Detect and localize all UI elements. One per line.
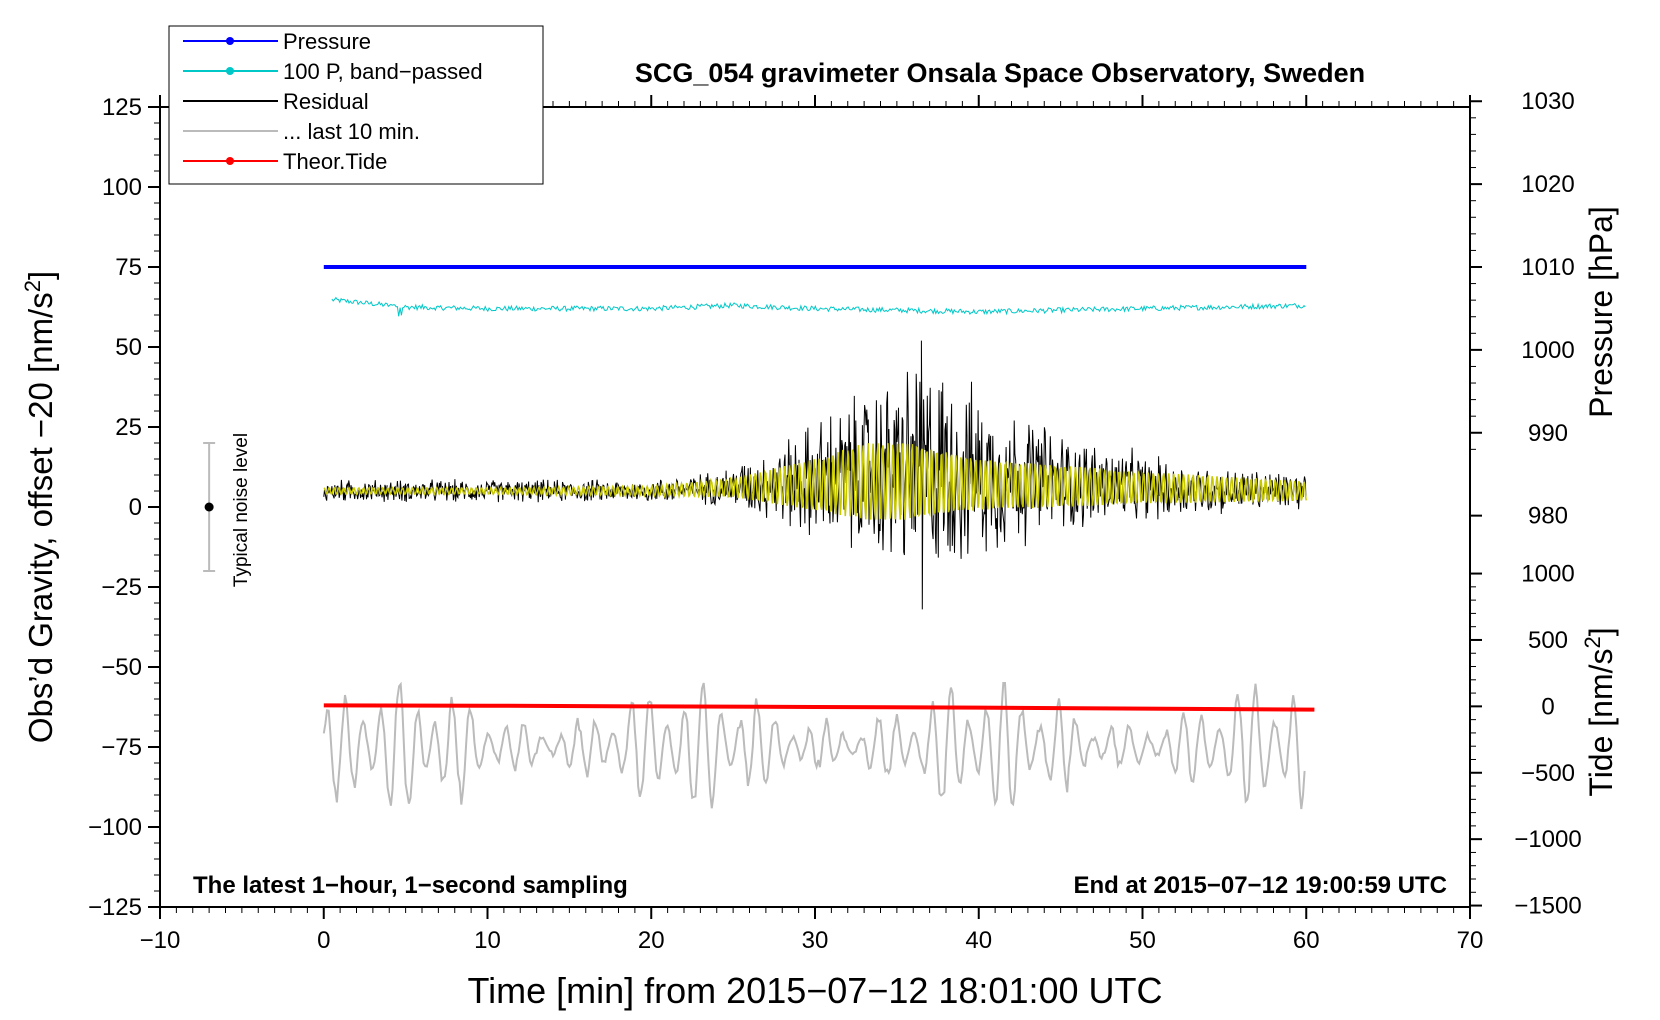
tide-tick-label: 1000	[1521, 561, 1574, 588]
tide-tick-label: −1500	[1514, 893, 1581, 920]
pressure-axis-label: Pressure [hPa]	[1583, 206, 1619, 418]
x-axis-label: Time [min] from 2015−07−12 18:01:00 UTC	[467, 970, 1162, 1011]
pressure-tick-label: 1000	[1521, 337, 1574, 364]
series-residual-smoothed	[323, 443, 1307, 520]
legend-label: ... last 10 min.	[283, 119, 420, 144]
noise-level-bar	[203, 442, 216, 572]
tide-axis-label-main: Tide [nm/s	[1583, 648, 1619, 796]
legend-label: Theor.Tide	[283, 149, 387, 174]
y-tick-label: 100	[102, 174, 142, 201]
y-tick-label: −25	[101, 574, 142, 601]
series-last-10-min	[322, 681, 1306, 810]
x-axis: −10 0 10 20 30 40 50 60 70	[140, 95, 1484, 954]
y-tick-label: −75	[101, 734, 142, 761]
tide-tick-label: −500	[1521, 760, 1575, 787]
tide-axis-label-close: ]	[1583, 627, 1619, 636]
y-axis-pressure: 1030 1020 1010 1000 990 980	[1470, 88, 1575, 530]
x-tick-label: 60	[1293, 927, 1320, 954]
x-tick-label: 40	[965, 927, 992, 954]
y-tick-label: −125	[88, 894, 142, 921]
y-axis-label-close: ]	[22, 271, 59, 280]
x-tick-label: 50	[1129, 927, 1156, 954]
legend-marker	[226, 37, 234, 45]
legend-marker	[226, 157, 234, 165]
x-tick-label: 10	[474, 927, 501, 954]
pressure-tick-label: 1010	[1521, 254, 1574, 281]
x-tick-label: 30	[802, 927, 829, 954]
noise-bar-center-dot	[204, 502, 214, 512]
y-tick-label: 125	[102, 94, 142, 121]
x-tick-label: 70	[1457, 927, 1484, 954]
x-tick-label: −10	[140, 927, 181, 954]
y-axis-left: 125 100 75 50 25 0 −25 −50 −75 −100 −125	[88, 94, 160, 921]
series-layer	[322, 265, 1315, 810]
series-band-passed-pressure	[331, 296, 1306, 317]
x-tick-label: 20	[638, 927, 665, 954]
pressure-tick-label: 1020	[1521, 171, 1574, 198]
y-tick-label: −100	[88, 814, 142, 841]
y-tick-label: −50	[101, 654, 142, 681]
tide-axis-label-sup: 2	[1580, 636, 1605, 648]
y-tick-label: 0	[129, 494, 142, 521]
y-tick-label: 25	[115, 414, 142, 441]
legend-label: Pressure	[283, 29, 371, 54]
y-axis-label: Obs’d Gravity, offset −20 [nm/s2]	[20, 271, 59, 743]
tide-tick-label: −1000	[1514, 826, 1581, 853]
tide-tick-label: 0	[1541, 693, 1554, 720]
pressure-tick-label: 1030	[1521, 88, 1574, 115]
legend: Pressure 100 P, band−passed Residual ... la…	[168, 25, 544, 185]
annotation-end-time: End at 2015−07−12 19:00:59 UTC	[1073, 872, 1447, 899]
y-axis-label-sup: 2	[20, 280, 45, 292]
pressure-tick-label: 990	[1528, 420, 1568, 447]
chart-title: SCG_054 gravimeter Onsala Space Observat…	[635, 58, 1365, 88]
pressure-tick-label: 980	[1528, 503, 1568, 530]
y-axis-tide: 1000 500 0 −500 −1000 −1500	[1470, 561, 1582, 920]
tide-axis-label: Tide [nm/s2]	[1580, 627, 1619, 796]
noise-level-label: Typical noise level	[231, 433, 252, 587]
series-theor-tide	[323, 703, 1315, 712]
legend-label: Residual	[283, 89, 369, 114]
x-tick-label: 0	[317, 927, 330, 954]
tide-tick-label: 500	[1528, 627, 1568, 654]
annotation-sampling: The latest 1−hour, 1−second sampling	[193, 872, 628, 899]
legend-label: 100 P, band−passed	[283, 59, 483, 84]
y-axis-label-main: Obs’d Gravity, offset −20 [nm/s	[22, 292, 59, 743]
y-tick-label: 75	[115, 254, 142, 281]
legend-marker	[226, 67, 234, 75]
y-tick-label: 50	[115, 334, 142, 361]
